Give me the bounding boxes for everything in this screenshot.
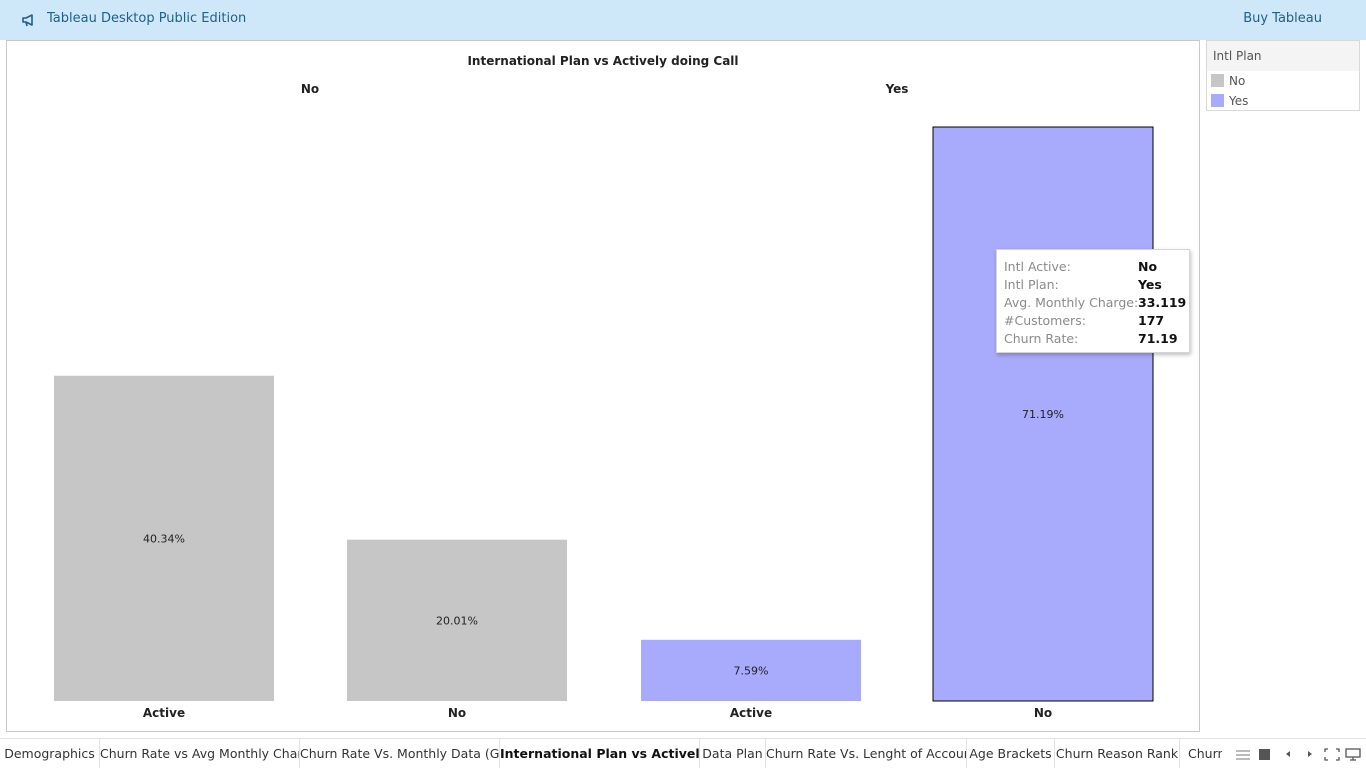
next-sheet-icon[interactable] bbox=[1300, 739, 1320, 768]
tab-churn-rate-length-of-account[interactable]: Churn Rate Vs. Lenght of Account bbox=[766, 739, 967, 768]
category-label: Active bbox=[143, 706, 185, 720]
mark-tooltip: Intl Active: No Intl Plan: Yes Avg. Mont… bbox=[996, 249, 1190, 353]
tooltip-key: #Customers: bbox=[1004, 313, 1086, 328]
tab-age-brackets[interactable]: Age Brackets bbox=[967, 739, 1055, 768]
chart-title: International Plan vs Actively doing Cal… bbox=[467, 54, 738, 68]
tab-data-plan[interactable]: Data Plan bbox=[700, 739, 766, 768]
color-legend[interactable]: Intl Plan No Yes bbox=[1206, 40, 1360, 111]
tab-churn-rate-avg-monthly-charge[interactable]: Churn Rate vs Avg Monthly Char... bbox=[100, 739, 300, 768]
tab-churn-rate-monthly-data[interactable]: Churn Rate Vs. Monthly Data (GB) bbox=[300, 739, 500, 768]
filmstrip-icon[interactable] bbox=[1255, 739, 1275, 768]
tooltip-key: Avg. Monthly Charge: bbox=[1004, 295, 1139, 310]
top-banner: Tableau Desktop Public Edition Buy Table… bbox=[0, 0, 1366, 40]
tooltip-value: Yes bbox=[1138, 277, 1162, 292]
presentation-icon[interactable] bbox=[1342, 739, 1362, 768]
category-label: Active bbox=[730, 706, 772, 720]
worksheet-view[interactable]: International Plan vs Actively doing Cal… bbox=[6, 40, 1200, 732]
legend-swatch-yes bbox=[1211, 94, 1224, 107]
tab-demographics[interactable]: Demographics bbox=[0, 739, 100, 768]
sheet-tabs: Demographics Churn Rate vs Avg Monthly C… bbox=[0, 739, 1222, 768]
buy-tableau-link[interactable]: Buy Tableau bbox=[1243, 11, 1322, 26]
tooltip-value: 33.119 bbox=[1138, 295, 1187, 310]
megaphone-icon bbox=[22, 14, 33, 27]
bar-no-active[interactable] bbox=[54, 375, 274, 701]
show-tabs-icon[interactable] bbox=[1233, 739, 1253, 768]
prev-sheet-icon[interactable] bbox=[1278, 739, 1298, 768]
tooltip-key: Intl Plan: bbox=[1004, 277, 1059, 292]
pane-header-yes: Yes bbox=[885, 82, 909, 96]
bar-chart[interactable]: International Plan vs Actively doing Cal… bbox=[7, 41, 1199, 731]
category-label: No bbox=[1034, 706, 1052, 720]
tooltip-value: No bbox=[1138, 259, 1158, 274]
legend-label-no: No bbox=[1229, 74, 1246, 88]
bar-yes-no[interactable] bbox=[932, 126, 1154, 702]
tooltip-value: 177 bbox=[1138, 313, 1165, 328]
legend-title: Intl Plan bbox=[1207, 41, 1359, 71]
sheet-tab-bar: Demographics Churn Rate vs Avg Monthly C… bbox=[0, 738, 1366, 768]
legend-label-yes: Yes bbox=[1229, 94, 1249, 108]
legend-swatch-no bbox=[1211, 74, 1224, 87]
category-label: No bbox=[448, 706, 466, 720]
data-label: 40.34% bbox=[143, 532, 185, 545]
tooltip-value: 71.19 bbox=[1138, 331, 1178, 346]
tooltip-key: Intl Active: bbox=[1004, 259, 1071, 274]
bar-no-no[interactable] bbox=[347, 539, 567, 701]
pane-header-no: No bbox=[301, 82, 319, 96]
app-title: Tableau Desktop Public Edition bbox=[47, 11, 247, 26]
data-label: 7.59% bbox=[734, 664, 769, 677]
tab-churn[interactable]: Churn bbox=[1188, 746, 1222, 761]
tab-churn-reason-rank[interactable]: Churn Reason Rank bbox=[1055, 739, 1180, 768]
legend-item-no[interactable]: No bbox=[1207, 71, 1359, 91]
data-label: 71.19% bbox=[1022, 408, 1064, 421]
legend-item-yes[interactable]: Yes bbox=[1207, 91, 1359, 111]
fullscreen-icon[interactable] bbox=[1321, 739, 1341, 768]
data-label: 20.01% bbox=[436, 614, 478, 627]
tab-international-plan[interactable]: International Plan vs Actively d... bbox=[500, 739, 700, 768]
tooltip-key: Churn Rate: bbox=[1004, 331, 1079, 346]
bar-yes-active[interactable] bbox=[641, 639, 861, 701]
